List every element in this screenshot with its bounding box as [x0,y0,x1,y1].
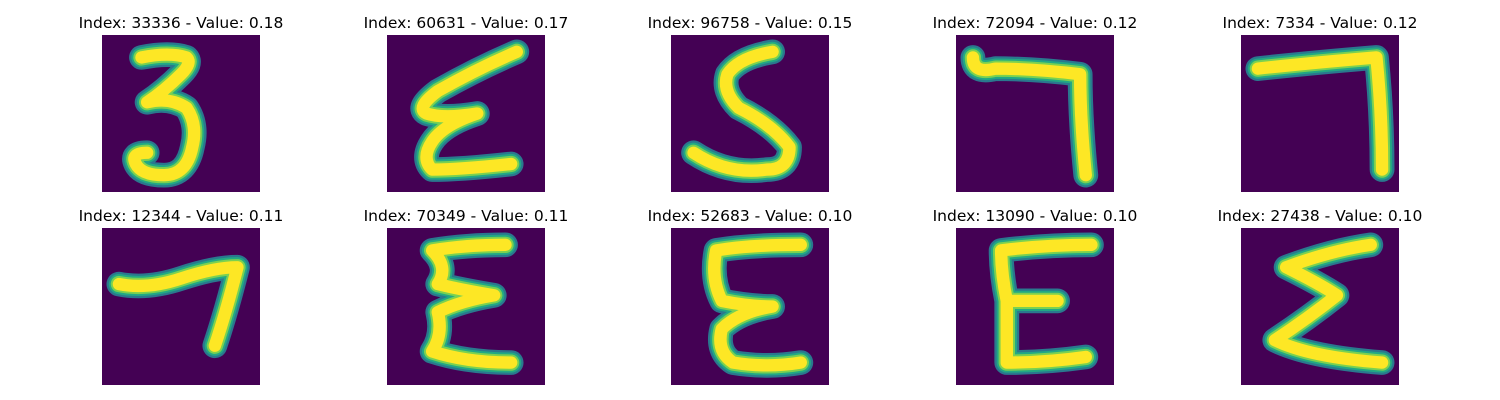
panel-title: Index: 52683 - Value: 0.10 [620,205,880,227]
digit-image [1241,228,1399,385]
image-panel-3: Index: 96758 - Value: 0.15 [620,12,880,192]
image-panel-2: Index: 60631 - Value: 0.17 [336,12,596,192]
image-panel-10: Index: 27438 - Value: 0.10 [1190,205,1450,385]
image-panel-9: Index: 13090 - Value: 0.10 [905,205,1165,385]
panel-title: Index: 70349 - Value: 0.11 [336,205,596,227]
panel-title: Index: 96758 - Value: 0.15 [620,12,880,34]
image-panel-1: Index: 33336 - Value: 0.18 [51,12,311,192]
digit-image [956,228,1114,385]
panel-title: Index: 27438 - Value: 0.10 [1190,205,1450,227]
digit-image [956,35,1114,192]
panel-title: Index: 13090 - Value: 0.10 [905,205,1165,227]
image-panel-4: Index: 72094 - Value: 0.12 [905,12,1165,192]
digit-image [102,228,260,385]
panel-title: Index: 7334 - Value: 0.12 [1190,12,1450,34]
image-panel-5: Index: 7334 - Value: 0.12 [1190,12,1450,192]
digit-image [387,35,545,192]
image-panel-8: Index: 52683 - Value: 0.10 [620,205,880,385]
digit-image [102,35,260,192]
image-panel-6: Index: 12344 - Value: 0.11 [51,205,311,385]
panel-title: Index: 12344 - Value: 0.11 [51,205,311,227]
digit-image [671,228,829,385]
panel-title: Index: 60631 - Value: 0.17 [336,12,596,34]
digit-image [387,228,545,385]
digit-image [671,35,829,192]
panel-title: Index: 72094 - Value: 0.12 [905,12,1165,34]
digit-image [1241,35,1399,192]
image-panel-7: Index: 70349 - Value: 0.11 [336,205,596,385]
panel-title: Index: 33336 - Value: 0.18 [51,12,311,34]
